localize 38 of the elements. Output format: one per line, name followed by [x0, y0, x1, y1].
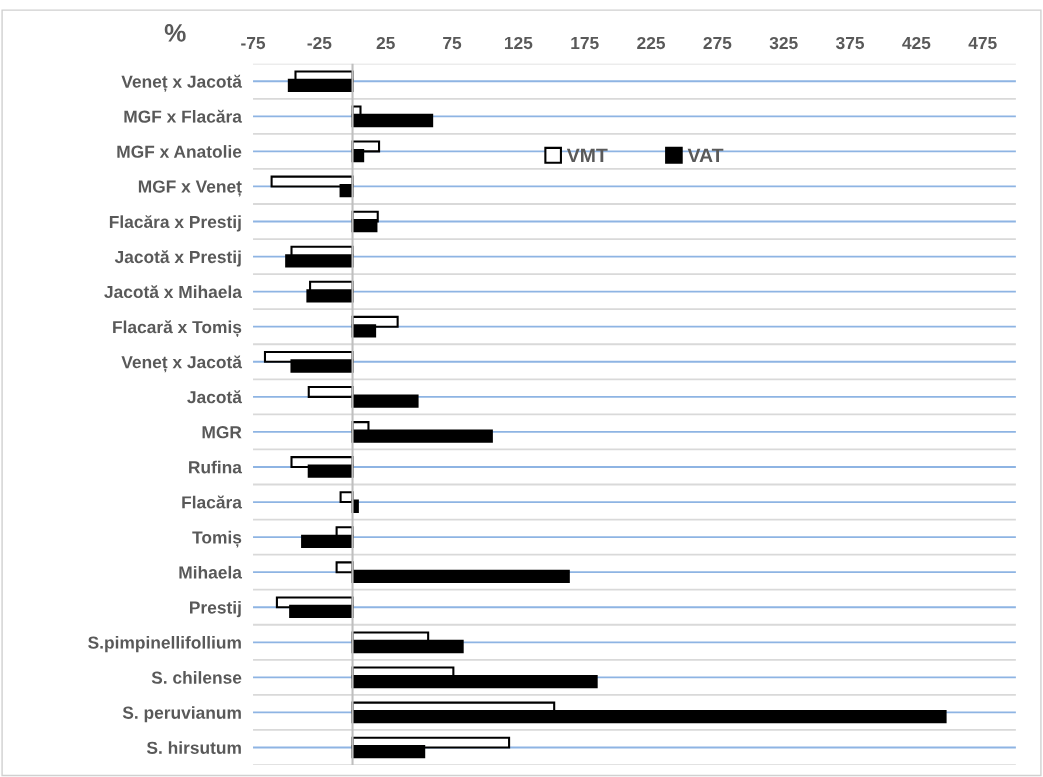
- y-tick-label: Jacotă: [187, 390, 243, 404]
- y-tick-label: S. chilense: [151, 671, 242, 684]
- y-tick-label: MGF x Anatolie: [117, 145, 242, 158]
- y-tick-label: Prestij: [190, 600, 241, 618]
- y-tick-label: Tomiș: [192, 530, 242, 548]
- y-tick-label: S. peruvianum: [122, 706, 241, 723]
- legend-label: VAT: [687, 148, 724, 163]
- y-tick-label: MGF x Veneț: [138, 180, 242, 197]
- x-tick-label: 425: [902, 36, 931, 50]
- bar: [351, 394, 419, 408]
- y-tick-label: Mihaela: [179, 565, 243, 579]
- y-tick-label: Jacotă x Mihaela: [104, 285, 243, 299]
- x-tick-label: 75: [443, 37, 462, 50]
- bar: [351, 569, 570, 584]
- x-tick-label: 325: [769, 36, 798, 50]
- y-tick-label: Veneț x Jacotă: [121, 74, 243, 92]
- x-tick-label: -25: [307, 36, 332, 50]
- x-tick-label: 275: [703, 36, 732, 50]
- x-tick-label: 475: [968, 37, 997, 50]
- y-tick-label: MGR: [202, 426, 242, 439]
- legend-label: VMT: [566, 148, 608, 163]
- chart-title: %: [164, 24, 186, 42]
- y-tick-label: S.pimpinellifollium: [88, 636, 241, 653]
- y-tick-label: Rufina: [189, 460, 243, 474]
- x-tick-label: 375: [835, 36, 865, 50]
- y-tick-label: Flacară x Tomiș: [113, 320, 242, 338]
- x-tick-label: 175: [571, 37, 599, 50]
- y-tick-label: Flacăra x Prestij: [109, 215, 241, 232]
- x-tick-label: 125: [504, 36, 533, 50]
- y-tick-label: MGF x Flacăra: [124, 109, 243, 123]
- y-tick-label: Flacăra: [182, 495, 243, 509]
- y-tick-label: Jacotă x Prestij: [114, 250, 241, 267]
- bar: [307, 385, 354, 398]
- x-tick-label: 25: [376, 36, 395, 50]
- y-tick-label: S. hirsutum: [146, 741, 241, 754]
- x-tick-label: 225: [637, 36, 666, 50]
- x-tick-label: -75: [241, 37, 266, 50]
- y-tick-label: Veneț x Jacotă: [121, 355, 243, 373]
